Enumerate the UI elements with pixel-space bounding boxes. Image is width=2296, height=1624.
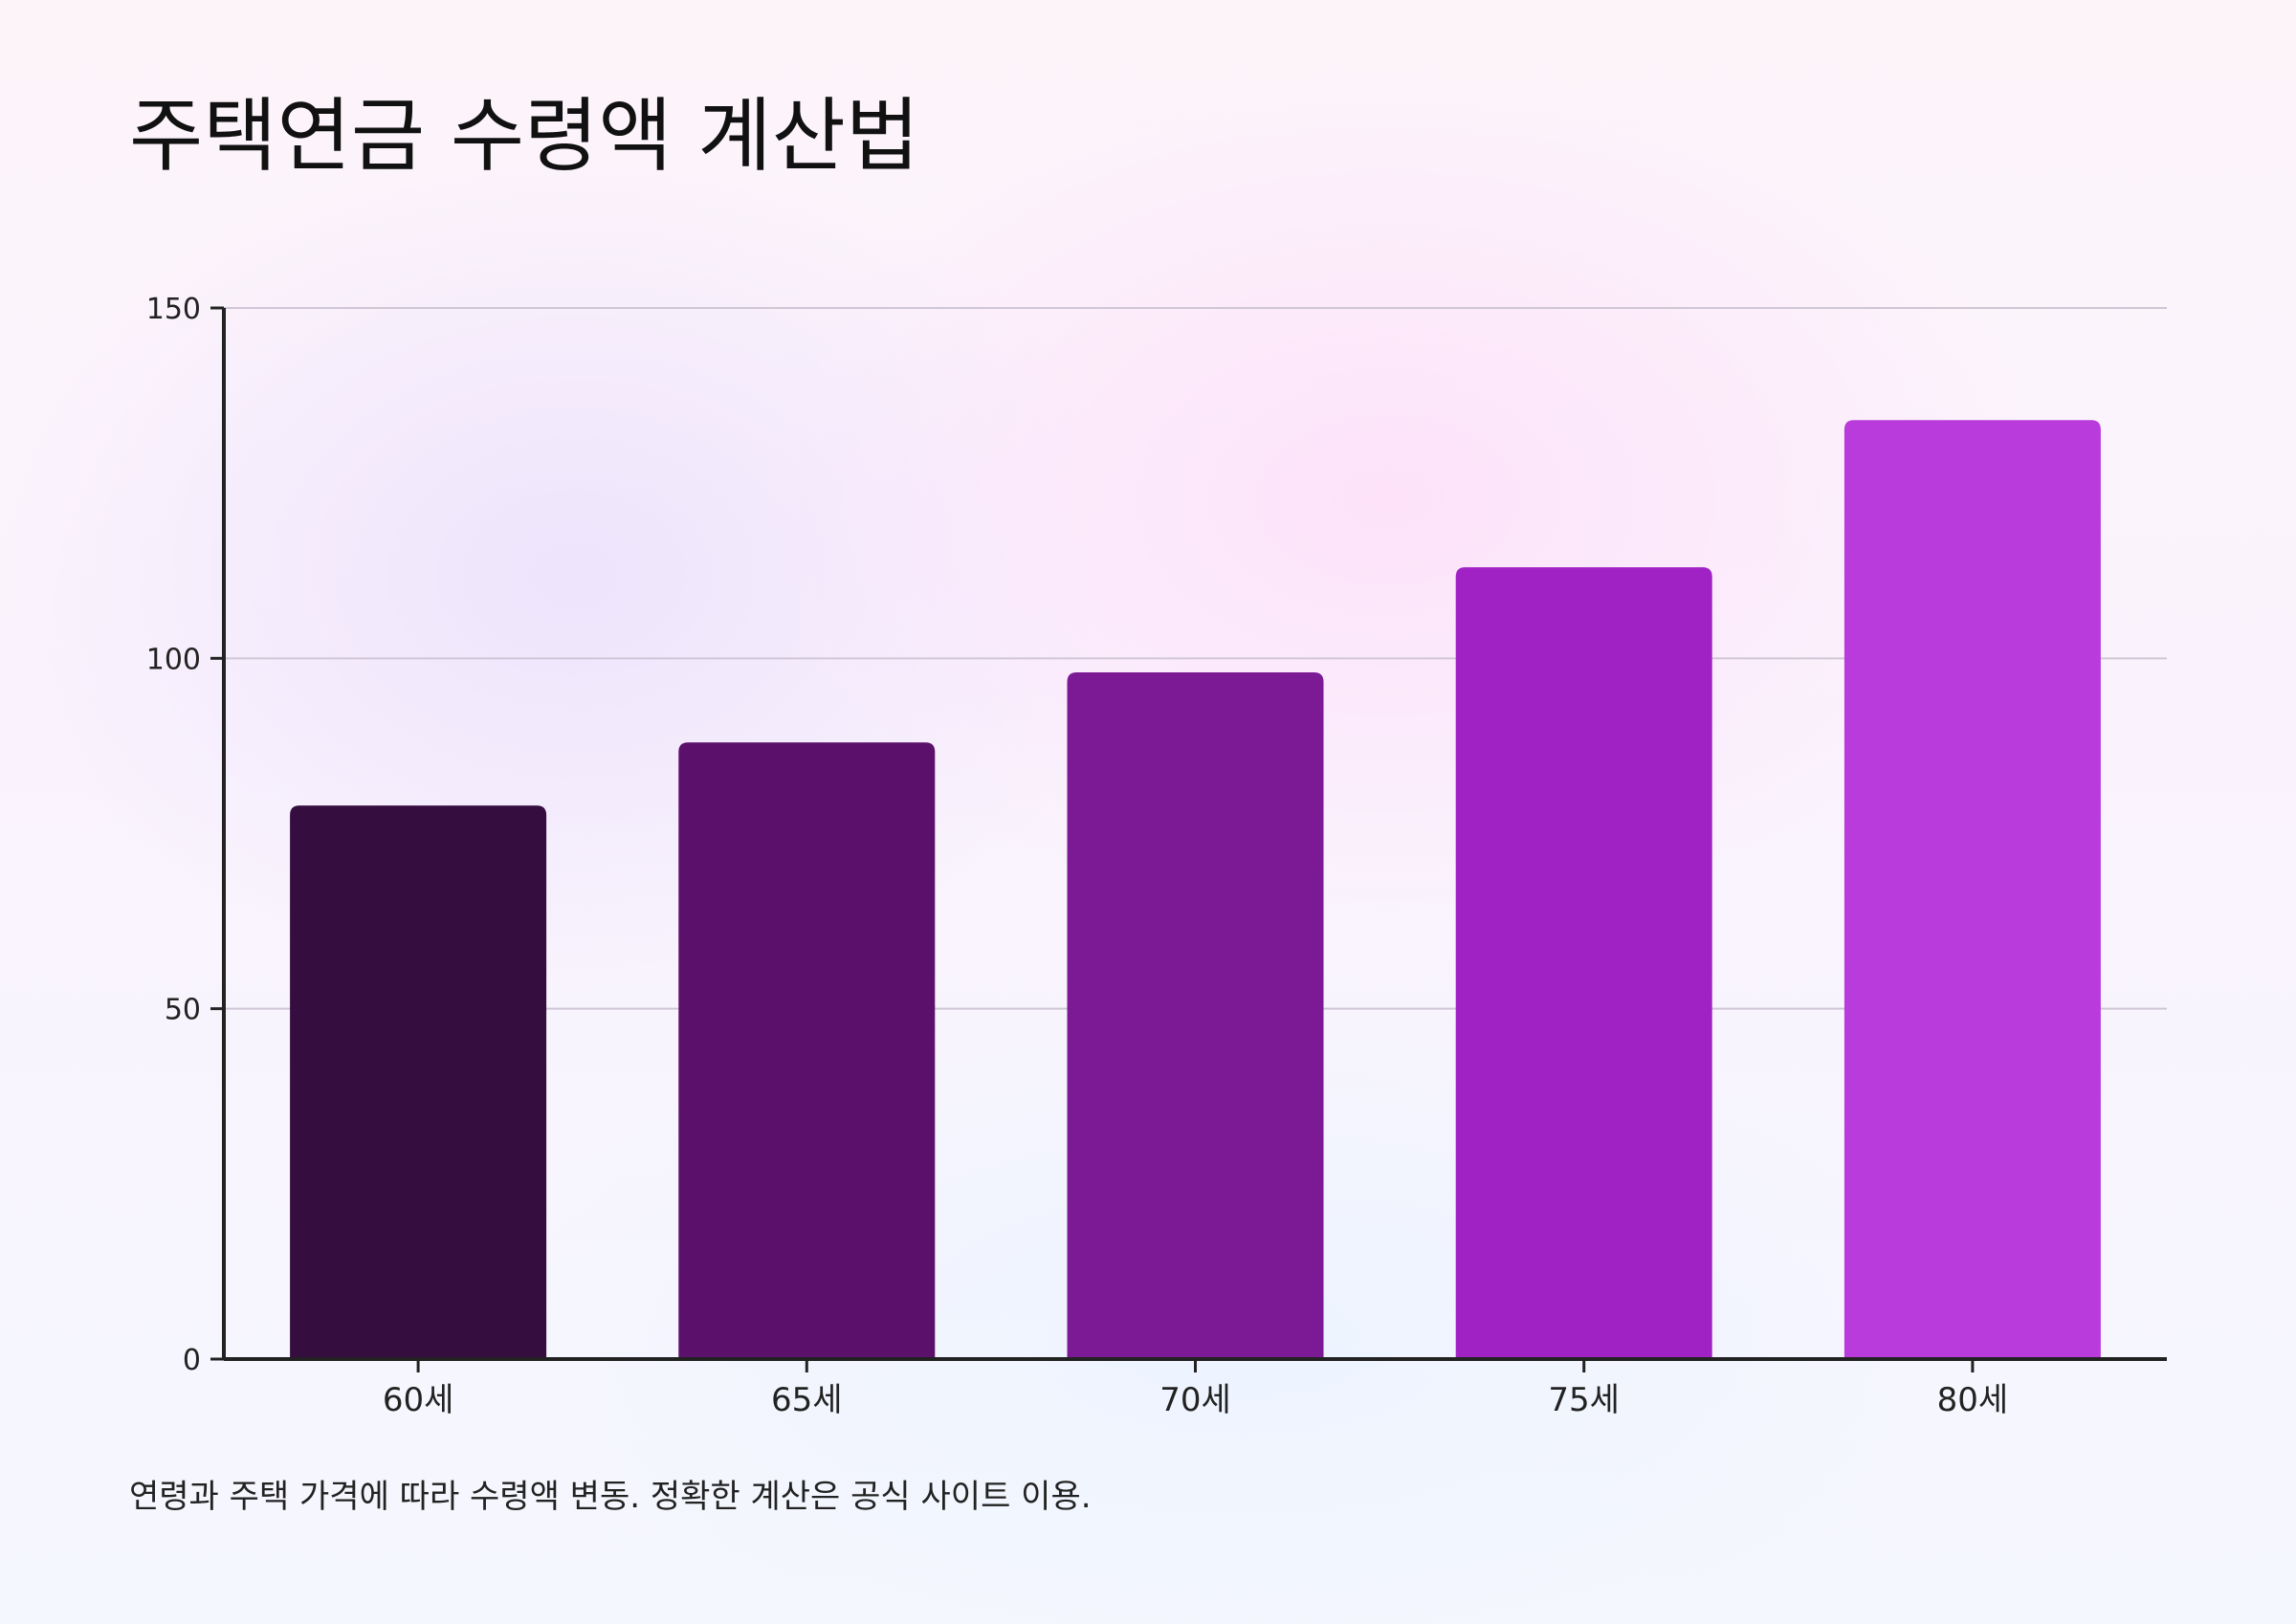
- y-tick-label: 50: [165, 994, 201, 1027]
- y-tick-label: 100: [146, 643, 201, 676]
- x-tick-label: 60세: [383, 1381, 454, 1419]
- bar: [290, 805, 547, 1359]
- chart-title: 주택연금 수령액 계산법: [129, 89, 920, 183]
- y-tick-label: 150: [146, 293, 201, 326]
- x-tick-label: 65세: [771, 1381, 843, 1419]
- chart-footnote: 연령과 주택 가격에 따라 수령액 변동. 정확한 계산은 공식 사이트 이용.: [129, 1478, 1092, 1516]
- x-tick-label: 70세: [1159, 1381, 1231, 1419]
- bar: [678, 742, 936, 1359]
- x-tick-label: 80세: [1937, 1381, 2009, 1419]
- bars: [290, 420, 2101, 1359]
- bar: [1455, 567, 1712, 1359]
- bar: [1067, 671, 1324, 1359]
- y-tick-label: 0: [183, 1344, 201, 1377]
- bar: [1843, 420, 2101, 1359]
- axes: 0 50 100 150 60세 65세 70세 75세 80세: [146, 293, 2167, 1419]
- x-tick-label: 75세: [1548, 1381, 1620, 1419]
